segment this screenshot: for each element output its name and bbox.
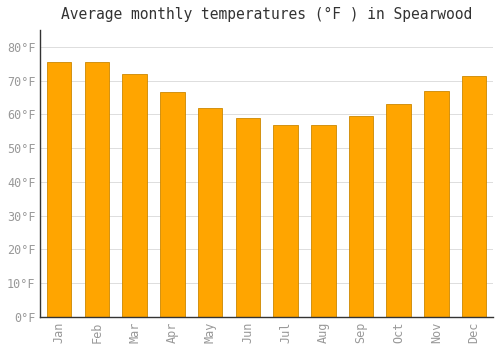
Bar [84, 62, 109, 317]
Bar [198, 108, 222, 317]
Title: Average monthly temperatures (°F ) in Spearwood: Average monthly temperatures (°F ) in Sp… [61, 7, 472, 22]
Bar [348, 116, 374, 317]
Bar [386, 104, 411, 317]
Bar [160, 92, 184, 317]
Bar [274, 125, 298, 317]
Bar [122, 74, 147, 317]
Bar [462, 76, 486, 317]
Bar [236, 118, 260, 317]
Bar [47, 62, 72, 317]
Bar [424, 91, 448, 317]
Bar [311, 125, 336, 317]
